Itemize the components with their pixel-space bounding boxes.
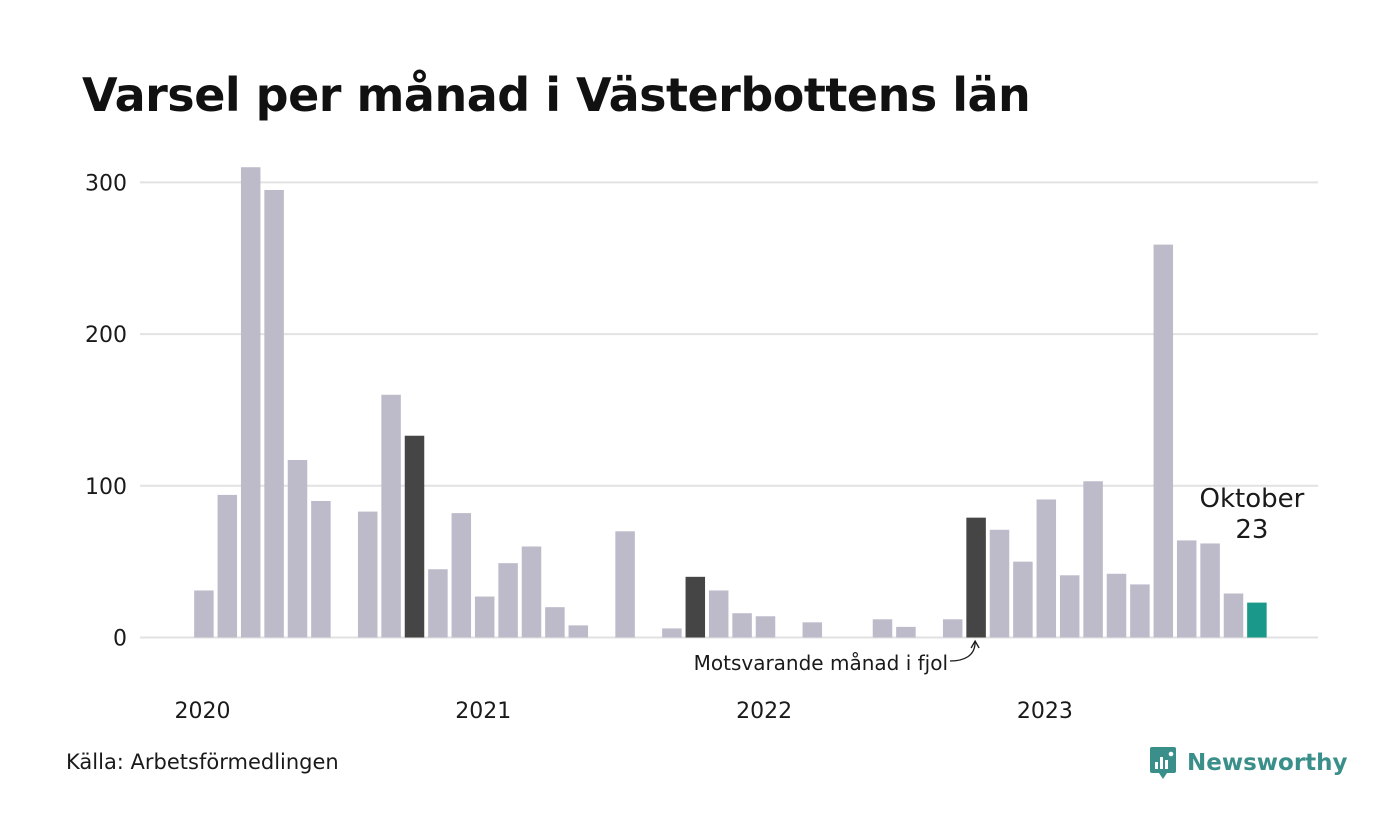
newsworthy-logo-icon xyxy=(1150,747,1176,779)
x-tick-label: 2023 xyxy=(1017,699,1073,720)
annotation-arrow xyxy=(949,641,976,662)
bar xyxy=(1176,540,1197,638)
annotation-arrowhead xyxy=(970,639,980,649)
bar xyxy=(802,622,823,638)
brand-logo: Newsworthy xyxy=(1148,744,1348,782)
bar xyxy=(1200,543,1220,638)
bar xyxy=(428,569,448,638)
bar xyxy=(662,628,682,638)
bar xyxy=(942,619,963,638)
bar xyxy=(381,394,401,638)
x-tick-label: 2020 xyxy=(175,699,231,720)
current-month-year-label: 23 xyxy=(1235,515,1268,545)
x-tick-label: 2021 xyxy=(455,699,511,720)
bar xyxy=(872,619,893,638)
source-note: Källa: Arbetsförmedlingen xyxy=(66,750,339,774)
current-month-label: Oktober xyxy=(1199,484,1304,514)
bar xyxy=(1083,481,1103,638)
bar xyxy=(568,625,589,638)
brand-name: Newsworthy xyxy=(1187,750,1348,776)
x-tick-label: 2022 xyxy=(736,699,792,720)
bar xyxy=(1013,561,1033,638)
bar xyxy=(404,435,425,638)
bar xyxy=(989,529,1010,638)
bar xyxy=(1223,593,1244,638)
bar xyxy=(545,607,565,638)
bar xyxy=(732,613,752,638)
bar xyxy=(287,460,308,638)
chart-title: Varsel per månad i Västerbottens län xyxy=(82,68,1031,122)
y-tick-label: 100 xyxy=(85,475,127,500)
bar xyxy=(1153,244,1174,638)
bar xyxy=(264,189,284,638)
bar xyxy=(451,513,472,638)
bar xyxy=(755,616,776,638)
bar xyxy=(498,563,518,638)
bar xyxy=(240,167,261,638)
y-tick-label: 300 xyxy=(85,171,127,196)
bar xyxy=(521,546,542,638)
y-tick-label: 200 xyxy=(85,323,127,348)
bar xyxy=(1247,602,1267,638)
bar xyxy=(896,626,916,638)
bar xyxy=(1059,575,1080,638)
bar xyxy=(1106,573,1127,638)
bar xyxy=(1130,584,1150,638)
bar xyxy=(194,590,214,638)
bar xyxy=(685,576,706,638)
bar xyxy=(311,500,331,638)
y-tick-label: 0 xyxy=(113,627,127,652)
bar xyxy=(615,531,635,638)
bar xyxy=(357,511,378,638)
previous-year-label: Motsvarande månad i fjol xyxy=(694,651,948,675)
bar xyxy=(474,596,495,638)
bar xyxy=(966,517,986,638)
bar xyxy=(1036,499,1057,638)
bar xyxy=(708,590,729,638)
bar xyxy=(217,494,238,638)
